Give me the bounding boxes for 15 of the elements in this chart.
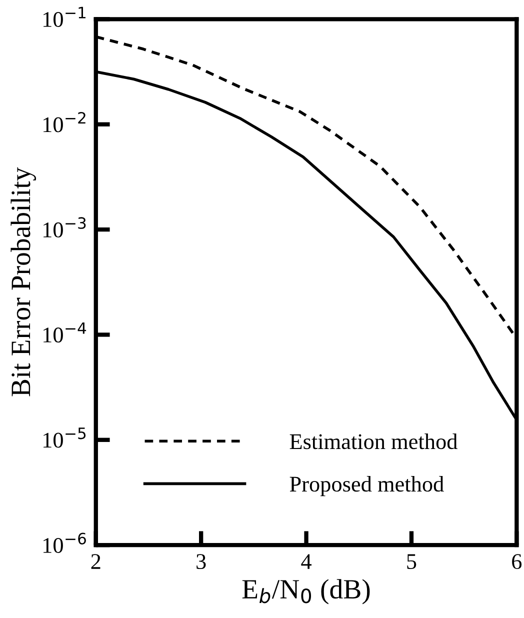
x-tick-label: 5 [407, 554, 416, 570]
legend-label: Estimation method [290, 434, 458, 450]
x-axis-title: E$_{b}$/N$_{0}$ (dB) [242, 579, 370, 604]
y-axis-title: Bit Error Probability [10, 167, 36, 396]
legend-label: Proposed method [290, 476, 444, 496]
y-tick-label: 10$^{−1}$ [44, 6, 86, 27]
y-tick-label: 10$^{−3}$ [44, 217, 86, 238]
y-tick-label: 10$^{−6}$ [44, 532, 86, 553]
x-tick-label: 3 [196, 554, 206, 570]
y-tick-label: 10$^{−4}$ [44, 322, 86, 343]
x-tick-label: 6 [512, 554, 522, 570]
y-tick-label: 10$^{−2}$ [44, 112, 86, 132]
x-tick-label: 2 [91, 554, 100, 569]
x-tick-label: 4 [301, 554, 312, 569]
y-tick-label: 10$^{−5}$ [44, 428, 86, 448]
